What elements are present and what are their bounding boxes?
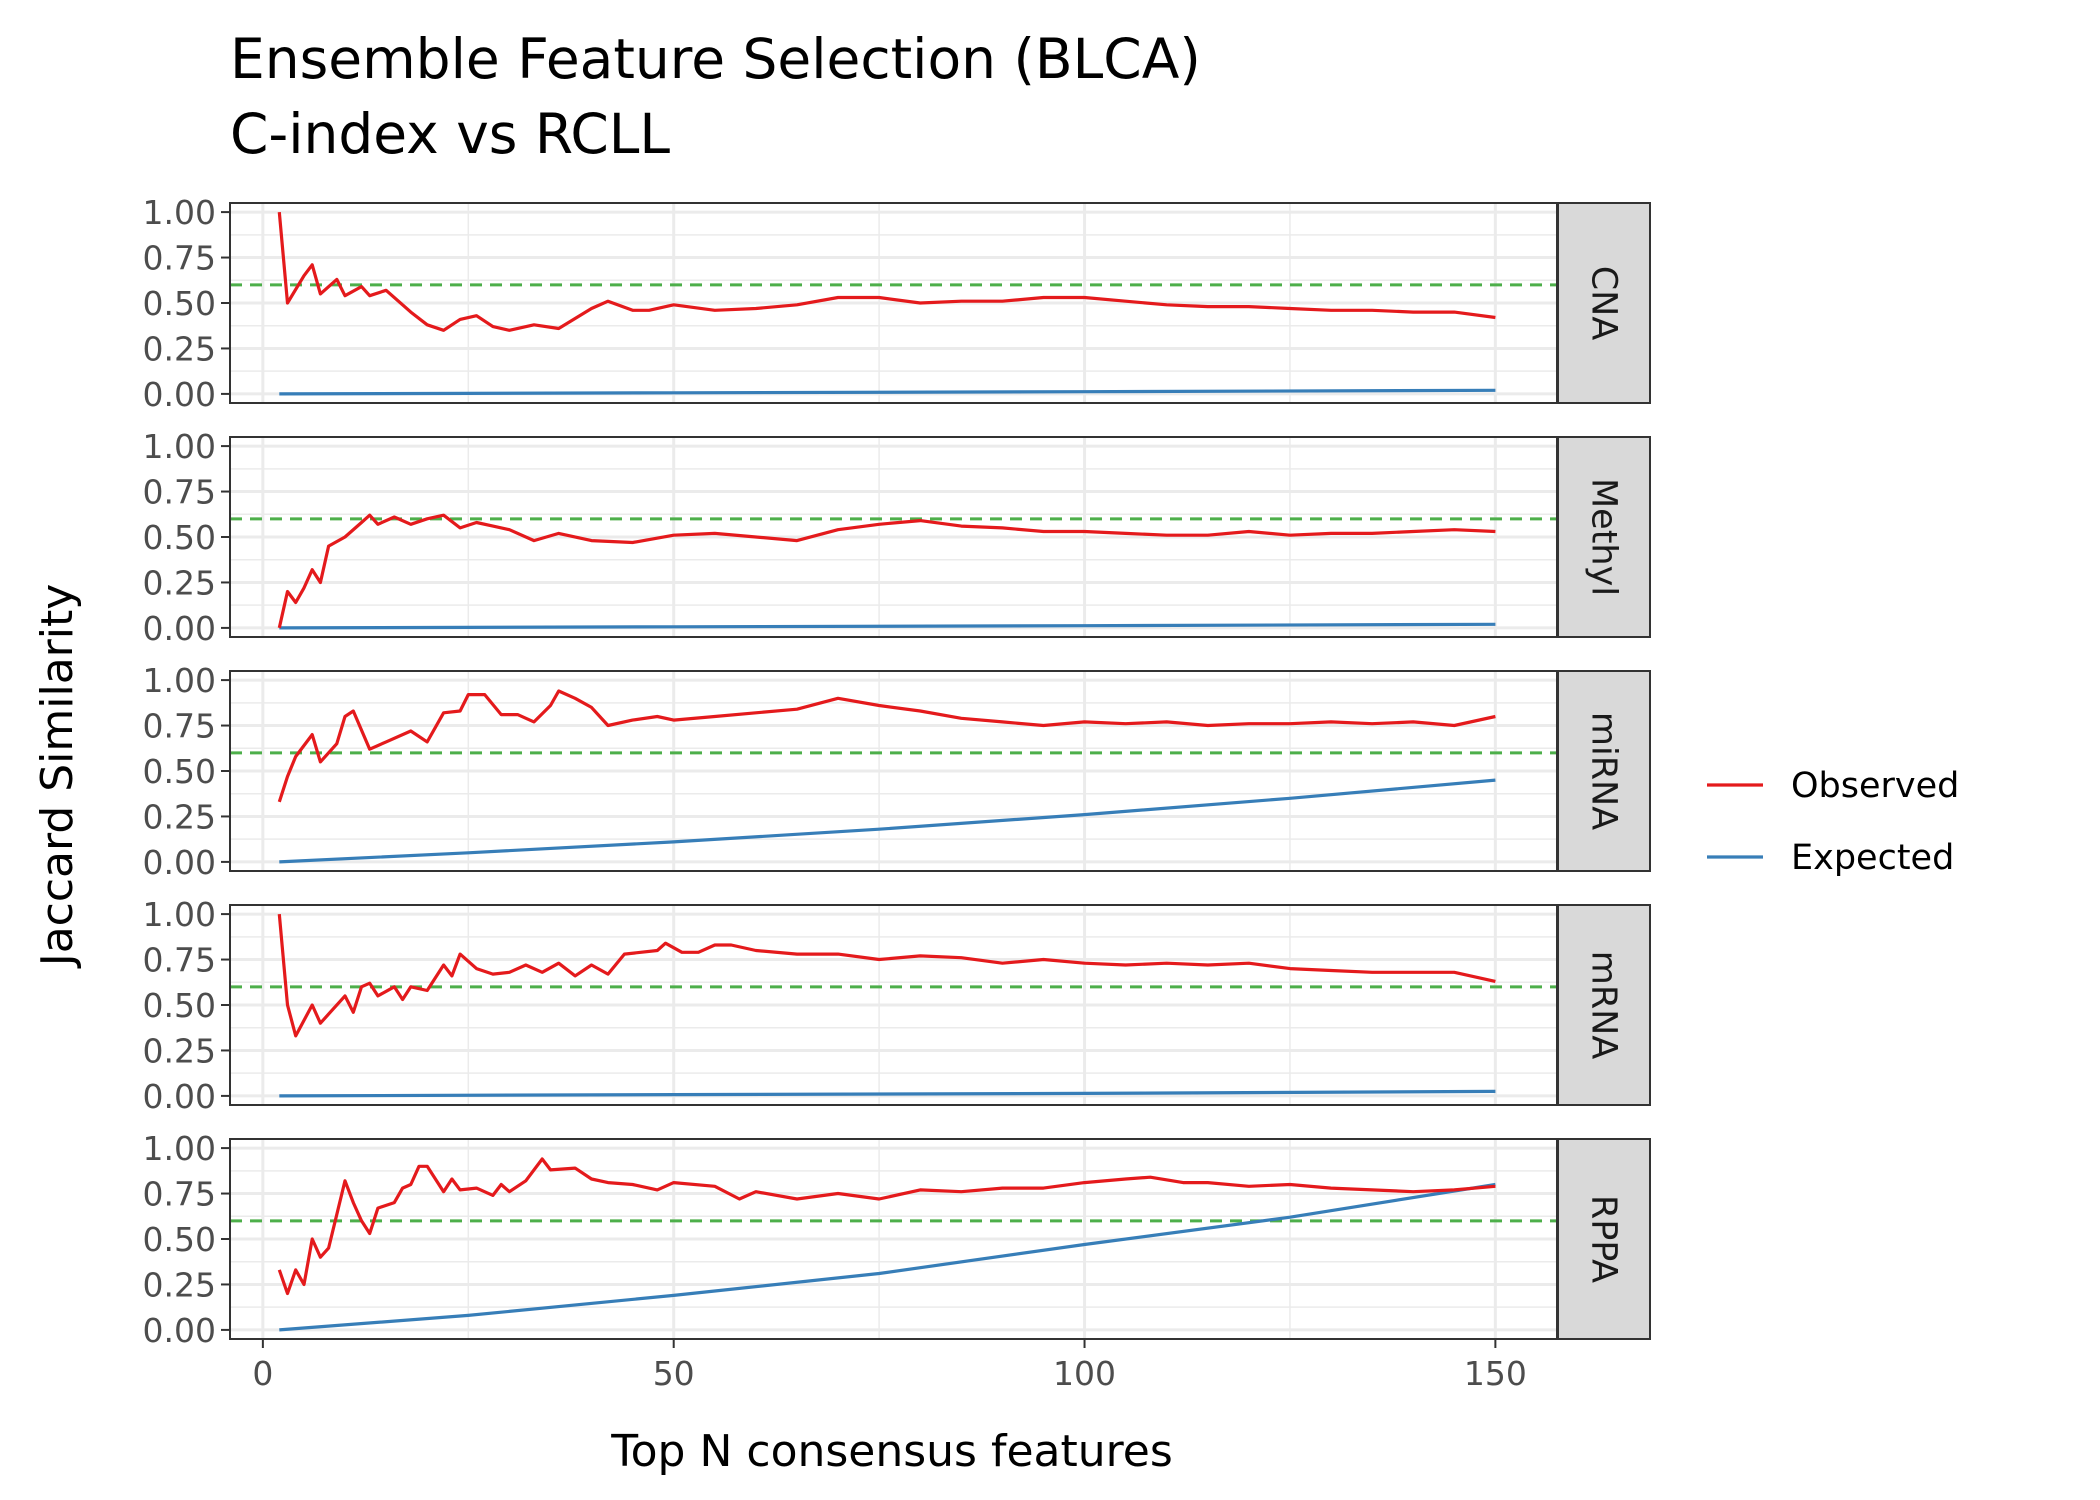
panel-methyl: 0.00 0.25 0.50 0.75 1.00 Methyl	[143, 427, 1651, 648]
y-tick-label: 1.00	[143, 427, 216, 466]
series-line-expected	[279, 1089, 1496, 1098]
x-tick-label: 150	[1464, 1354, 1527, 1393]
y-tick-label: 0.75	[143, 1175, 216, 1214]
legend-item-expected: Expected	[1707, 838, 1954, 878]
y-tick-label: 0.50	[143, 1220, 216, 1259]
y-axis-title: Jaccard Similarity	[32, 584, 83, 970]
y-tick-label: 1.00	[143, 895, 216, 934]
y-tick-label: 0.00	[143, 1077, 216, 1116]
legend-label-expected: Expected	[1791, 838, 1954, 878]
y-tick-label: 0.25	[143, 329, 216, 368]
y-tick-label: 0.50	[143, 986, 216, 1025]
series-line-observed	[277, 513, 1496, 629]
y-tick-label: 0.75	[143, 707, 216, 746]
series-line-expected	[279, 622, 1496, 630]
panel-mrna: 0.00 0.25 0.50 0.75 1.00 mRNA	[143, 895, 1651, 1116]
series-line-expected	[279, 1182, 1496, 1332]
strip-rppa	[1557, 1138, 1651, 1340]
y-tick-label: 1.00	[143, 1129, 216, 1168]
y-tick-label: 0.50	[143, 752, 216, 791]
strip-methyl	[1557, 436, 1651, 638]
x-tick-label: 100	[1053, 1354, 1116, 1393]
strip-label-methyl: Methyl	[1584, 478, 1624, 596]
legend-item-observed: Observed	[1707, 766, 1959, 806]
y-tick-label: 0.25	[143, 1265, 216, 1304]
x-axis: 0 50 100 150	[252, 1339, 1527, 1393]
y-tick-label: 0.00	[143, 375, 216, 414]
y-tick-label: 0.75	[143, 239, 216, 278]
y-tick-label: 0.00	[143, 1311, 216, 1350]
chart-title: Ensemble Feature Selection (BLCA)	[230, 27, 1201, 91]
legend-label-observed: Observed	[1791, 766, 1959, 806]
strip-cna	[1557, 202, 1651, 404]
series-line-observed	[277, 1157, 1496, 1296]
series-line-observed	[277, 211, 1496, 332]
x-axis-title: Top N consensus features	[610, 1426, 1173, 1477]
y-tick-label: 1.00	[143, 193, 216, 232]
y-tick-label: 0.75	[143, 941, 216, 980]
panel-cna: 0.00 0.25 0.50 0.75 1.00 CNA	[143, 193, 1651, 414]
series-line-expected	[279, 388, 1496, 396]
panel-mirna: 0.00 0.25 0.50 0.75 1.00 miRNA	[143, 661, 1651, 882]
y-tick-label: 0.00	[143, 843, 216, 882]
y-tick-label: 0.50	[143, 518, 216, 557]
y-tick-label: 1.00	[143, 661, 216, 700]
y-tick-label: 0.25	[143, 1031, 216, 1070]
strip-label-mrna: mRNA	[1584, 951, 1624, 1060]
y-tick-label: 0.25	[143, 563, 216, 602]
strip-label-rppa: RPPA	[1584, 1195, 1624, 1283]
y-tick-label: 0.25	[143, 797, 216, 836]
strip-label-cna: CNA	[1584, 266, 1624, 341]
series-line-observed	[277, 913, 1496, 1038]
panel-rppa: 0.00 0.25 0.50 0.75 1.00 RPPA	[143, 1129, 1651, 1350]
legend: Observed Expected	[1707, 766, 1959, 878]
strip-mirna	[1557, 670, 1651, 872]
x-tick-label: 50	[653, 1354, 695, 1393]
y-tick-label: 0.75	[143, 473, 216, 512]
chart-subtitle: C-index vs RCLL	[230, 102, 670, 166]
strip-mrna	[1557, 904, 1651, 1106]
x-tick-label: 0	[252, 1354, 273, 1393]
y-tick-label: 0.00	[143, 609, 216, 648]
strip-label-mirna: miRNA	[1584, 712, 1624, 830]
panels: 0.00 0.25 0.50 0.75 1.00 CNA 0.00 0.25 0.50 0.75 1…	[143, 193, 1651, 1350]
series-line-observed	[277, 689, 1496, 803]
y-tick-label: 0.50	[143, 284, 216, 323]
series-line-expected	[279, 778, 1496, 864]
